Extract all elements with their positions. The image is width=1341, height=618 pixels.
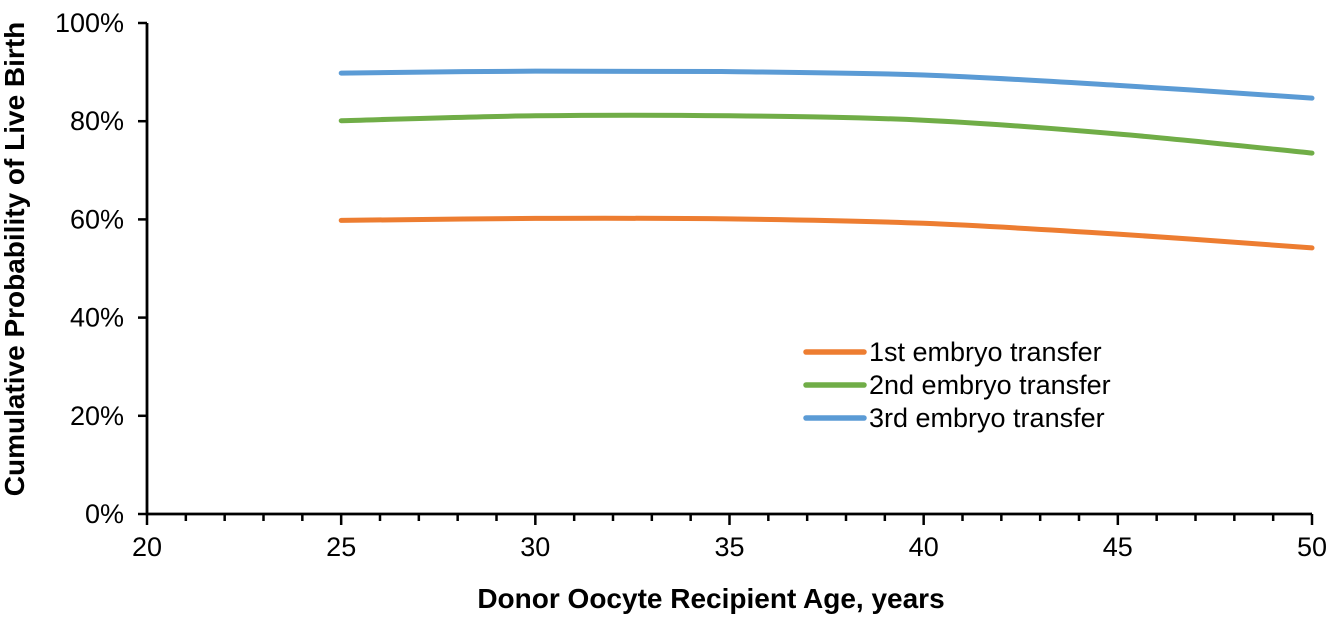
y-tick-label-80: 80% bbox=[70, 106, 124, 136]
axis-line bbox=[145, 23, 1312, 516]
legend: 1st embryo transfer 2nd embryo transfer … bbox=[803, 337, 1111, 433]
legend-label-1st-embryo-transfer: 1st embryo transfer bbox=[869, 337, 1102, 367]
x-axis-title: Donor Oocyte Recipient Age, years bbox=[477, 583, 944, 614]
legend-label-3rd-embryo-transfer: 3rd embryo transfer bbox=[869, 403, 1105, 433]
y-tick-label-40: 40% bbox=[70, 303, 124, 333]
y-tick-label-20: 20% bbox=[70, 401, 124, 431]
series-lines bbox=[338, 68, 1315, 251]
x-tick-label-50: 50 bbox=[1297, 532, 1327, 562]
x-tick-label-30: 30 bbox=[520, 532, 550, 562]
x-tick-label-20: 20 bbox=[132, 532, 162, 562]
axes bbox=[138, 21, 1314, 525]
legend-label-2nd-embryo-transfer: 2nd embryo transfer bbox=[869, 370, 1111, 400]
y-axis-title: Cumulative Probability of Live Birth bbox=[0, 22, 30, 497]
y-tick-label-0: 0% bbox=[85, 499, 124, 529]
series-line-2nd-embryo-transfer bbox=[338, 112, 1315, 156]
y-tick-label-100: 100% bbox=[55, 8, 124, 38]
series-line-1st-embryo-transfer bbox=[338, 215, 1315, 251]
x-tick-label-45: 45 bbox=[1103, 532, 1133, 562]
x-tick-label-40: 40 bbox=[909, 532, 939, 562]
x-tick-label-35: 35 bbox=[714, 532, 744, 562]
x-tick-label-25: 25 bbox=[326, 532, 356, 562]
y-tick-label-60: 60% bbox=[70, 204, 124, 234]
series-line-3rd-embryo-transfer bbox=[338, 68, 1315, 101]
